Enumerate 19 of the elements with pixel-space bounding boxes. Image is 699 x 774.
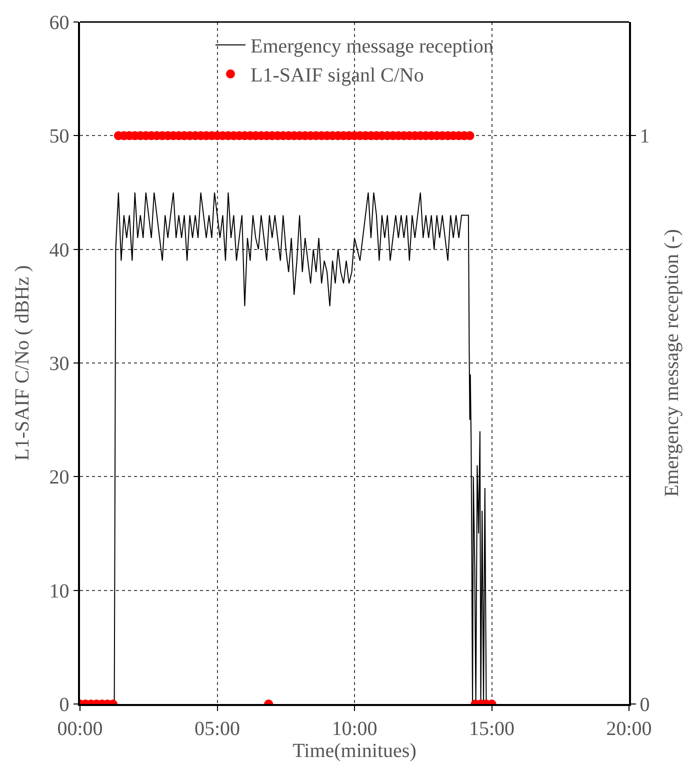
y-axis-title: L1-SAIF C/No ( dBHz ) — [11, 265, 34, 461]
y2-tick-label: 0 — [640, 694, 650, 716]
y-tick-label: 10 — [49, 580, 70, 602]
x-tick-label: 10:00 — [332, 718, 378, 740]
x-tick-label: 00:00 — [57, 718, 103, 740]
y-tick-label: 40 — [49, 239, 70, 262]
y-tick-label: 20 — [49, 466, 70, 489]
x-tick-label: 15:00 — [468, 718, 515, 740]
x-axis-title: Time(minitues) — [292, 740, 416, 762]
x-tick-label: 20:00 — [606, 718, 652, 740]
legend-label: Emergency message reception — [250, 36, 494, 58]
y2-axis-title: Emergency message reception (-) — [660, 229, 683, 497]
legend-label: L1-SAIF siganl C/No — [250, 64, 424, 87]
y-tick-label: 0 — [59, 694, 70, 716]
y-tick-label: 50 — [49, 126, 70, 148]
x-tick-label: 05:00 — [194, 718, 240, 740]
y-tick-label: 30 — [49, 353, 70, 375]
y-tick-label: 60 — [49, 12, 70, 34]
y2-tick-label: 1 — [640, 126, 650, 148]
